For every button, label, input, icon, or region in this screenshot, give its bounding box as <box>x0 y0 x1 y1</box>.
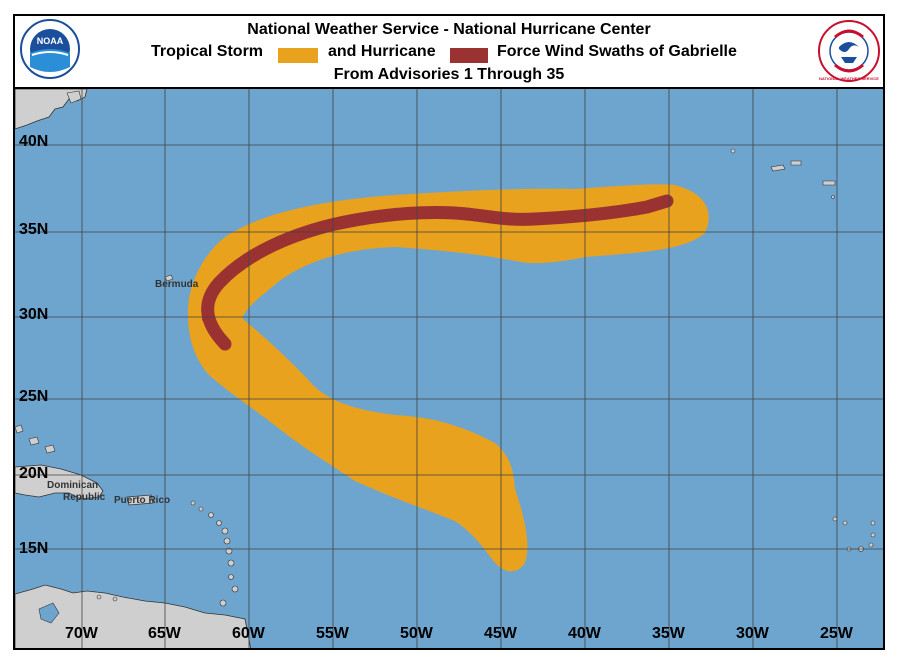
lon-label-30w: 30W <box>736 625 769 642</box>
azores-islands <box>730 148 836 199</box>
map-header: National Weather Service - National Hurr… <box>15 16 883 86</box>
lake-maracaibo <box>38 602 60 624</box>
header-title: National Weather Service - National Hurr… <box>247 21 651 38</box>
nova-scotia-land <box>66 90 82 104</box>
tropical-storm-swath <box>187 184 709 572</box>
south-america-land <box>15 584 252 648</box>
nws-logo: NATIONAL WEATHER SERVICE <box>818 20 880 82</box>
lesser-antilles <box>96 500 239 607</box>
lat-label-15n: 15N <box>19 540 49 557</box>
hurricane-swatch <box>450 48 488 63</box>
legend-hu-label: and Hurricane <box>328 43 436 60</box>
lon-label-45w: 45W <box>484 625 517 642</box>
dominican-republic-label-1: Dominican <box>47 480 99 491</box>
lon-label-50w: 50W <box>400 625 433 642</box>
lon-label-65w: 65W <box>148 625 181 642</box>
north-america-coast <box>15 89 88 130</box>
lon-label-70w: 70W <box>65 625 98 642</box>
graticule <box>15 89 883 648</box>
legend-tail-text: Force Wind Swaths of Gabrielle <box>497 43 737 60</box>
puerto-rico-land <box>126 494 154 506</box>
bermuda-label: Bermuda <box>155 279 199 290</box>
lon-label-35w: 35W <box>652 625 685 642</box>
lat-label-40n: 40N <box>19 133 49 150</box>
lat-label-30n: 30N <box>19 306 49 323</box>
map-canvas <box>15 89 883 648</box>
bahamas-island-1 <box>15 424 24 434</box>
bahamas-island-2 <box>28 436 40 446</box>
lat-label-20n: 20N <box>19 465 49 482</box>
map-area: 40N 35N 30N 25N 20N 15N 70W 65W 60W 55W … <box>15 87 883 648</box>
legend-row: Tropical Storm and Hurricane Force Wind … <box>15 43 883 65</box>
puerto-rico-label: Puerto Rico <box>114 495 171 506</box>
header-subtitle: From Advisories 1 Through 35 <box>333 66 565 83</box>
lon-label-25w: 25W <box>820 625 853 642</box>
tropical-storm-swatch <box>278 48 318 63</box>
noaa-logo: NOAA <box>20 19 80 79</box>
turks-island <box>44 444 56 454</box>
noaa-logo-text: NOAA <box>37 36 64 46</box>
dominican-republic-label-2: Republic <box>63 492 106 503</box>
hurricane-swath <box>201 194 674 351</box>
bermuda-land <box>164 274 174 282</box>
lon-label-60w: 60W <box>232 625 265 642</box>
lon-label-40w: 40W <box>568 625 601 642</box>
legend-ts-label: Tropical Storm <box>151 43 264 60</box>
hurricane-swath-tail <box>202 316 228 347</box>
ocean <box>15 89 883 648</box>
lat-label-25n: 25N <box>19 388 49 405</box>
nws-logo-text: NATIONAL WEATHER SERVICE <box>819 76 879 81</box>
lat-label-35n: 35N <box>19 221 49 238</box>
lon-label-55w: 55W <box>316 625 349 642</box>
hispaniola-land <box>15 464 104 500</box>
